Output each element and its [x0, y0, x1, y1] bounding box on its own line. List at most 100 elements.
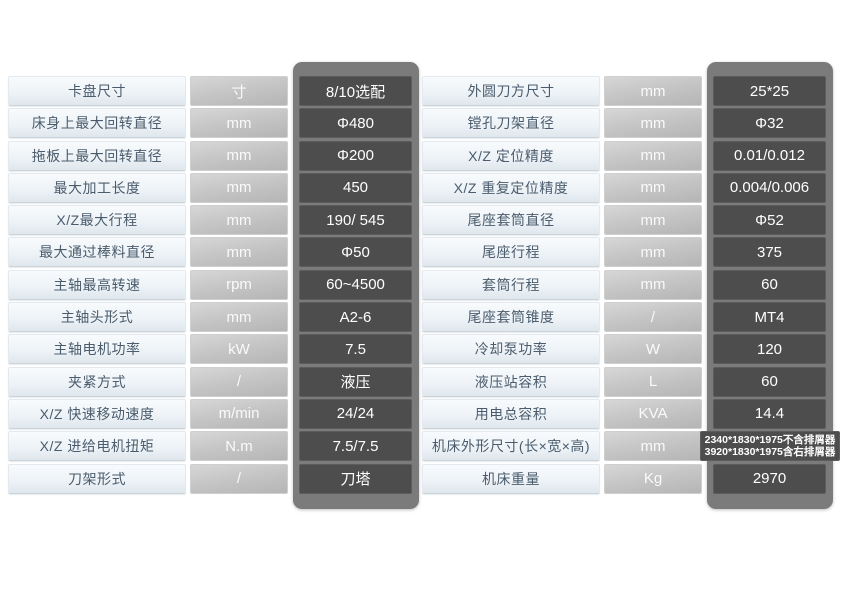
spec-value: 375 [713, 237, 826, 268]
spec-row: 卡盘尺寸寸 8/10选配 [8, 76, 428, 106]
spec-unit: mm [604, 205, 702, 236]
spec-value: Φ32 [713, 108, 826, 139]
spec-unit: kW [190, 334, 288, 365]
spec-value-line: 2340*1830*1975不含排屑器 [704, 433, 836, 446]
spec-row: 机床重量 Kg 2970 [422, 463, 842, 494]
spec-row: 主轴最高转速 rpm 60~4500 [8, 269, 428, 300]
spec-row: 镗孔刀架直径 mm Φ32 [422, 108, 842, 139]
spec-label: 刀架形式 [8, 463, 186, 494]
spec-label: X/Z 重复定位精度 [422, 172, 600, 203]
spec-label: 外圆刀方尺寸 [422, 76, 600, 106]
spec-value: A2-6 [299, 302, 412, 333]
spec-value: 24/24 [299, 398, 412, 429]
spec-unit: L [604, 366, 702, 397]
spec-table-left: 卡盘尺寸寸 8/10选配 床身上最大回转直径 mm Φ480 拖板上最大回转直径 mm Φ20… [8, 76, 428, 496]
spec-value: 0.004/0.006 [713, 172, 826, 203]
spec-row: 尾座行程 mm 375 [422, 237, 842, 268]
spec-unit: 寸 [190, 76, 288, 106]
spec-value: 7.5/7.5 [299, 431, 412, 462]
spec-label: 最大加工长度 [8, 172, 186, 203]
spec-value: 120 [713, 334, 826, 365]
spec-unit: mm [190, 237, 288, 268]
spec-label: 最大通过棒料直径 [8, 237, 186, 268]
spec-label: X/Z 定位精度 [422, 140, 600, 171]
spec-row: 主轴电机功率 kW 7.5 [8, 334, 428, 365]
spec-label: 拖板上最大回转直径 [8, 140, 186, 171]
spec-row: 机床外形尺寸(长×宽×高) mm 2340*1830*1975不含排屑器 3920*1… [422, 431, 842, 462]
spec-value: 450 [299, 172, 412, 203]
spec-unit: mm [190, 140, 288, 171]
spec-value-line: 3920*1830*1975含右排屑器 [704, 446, 836, 459]
spec-unit: / [604, 302, 702, 333]
spec-value: 60 [713, 366, 826, 397]
spec-row: 床身上最大回转直径 mm Φ480 [8, 108, 428, 139]
spec-unit: rpm [190, 269, 288, 300]
spec-label: 冷却泵功率 [422, 334, 600, 365]
spec-unit: mm [604, 431, 702, 462]
spec-unit: mm [604, 108, 702, 139]
spec-label: 液压站容积 [422, 366, 600, 397]
spec-row: 冷却泵功率 W 120 [422, 334, 842, 365]
spec-value: 7.5 [299, 334, 412, 365]
spec-value: 刀塔 [299, 463, 412, 494]
spec-value: 2340*1830*1975不含排屑器 3920*1830*1975含右排屑器 [700, 431, 840, 462]
spec-unit: Kg [604, 463, 702, 494]
spec-label: 卡盘尺寸 [8, 76, 186, 106]
spec-unit: mm [604, 237, 702, 268]
spec-row: 最大通过棒料直径 mm Φ50 [8, 237, 428, 268]
spec-label: 主轴头形式 [8, 302, 186, 333]
spec-label: 尾座行程 [422, 237, 600, 268]
spec-label: 机床外形尺寸(长×宽×高) [422, 431, 600, 462]
spec-label: 主轴最高转速 [8, 269, 186, 300]
spec-row: 拖板上最大回转直径 mm Φ200 [8, 140, 428, 171]
spec-value: Φ200 [299, 140, 412, 171]
spec-unit: / [190, 366, 288, 397]
spec-value: 25*25 [713, 76, 826, 106]
spec-row: 套筒行程 mm 60 [422, 269, 842, 300]
spec-row: 主轴头形式 mm A2-6 [8, 302, 428, 333]
spec-value: 2970 [713, 463, 826, 494]
spec-row: 用电总容积 KVA 14.4 [422, 398, 842, 429]
spec-row: 夹紧方式 / 液压 [8, 366, 428, 397]
spec-row: 外圆刀方尺寸 mm 25*25 [422, 76, 842, 106]
spec-row: X/Z 快速移动速度 m/min 24/24 [8, 398, 428, 429]
spec-unit: mm [604, 76, 702, 106]
spec-value: 14.4 [713, 398, 826, 429]
spec-label: 套筒行程 [422, 269, 600, 300]
spec-label: X/Z 快速移动速度 [8, 398, 186, 429]
spec-row: X/Z 定位精度 mm 0.01/0.012 [422, 140, 842, 171]
spec-value: 液压 [299, 366, 412, 397]
spec-unit: mm [190, 205, 288, 236]
spec-unit: mm [604, 140, 702, 171]
spec-row: 尾座套筒直径 mm Φ52 [422, 205, 842, 236]
spec-unit: m/min [190, 398, 288, 429]
spec-value: Φ52 [713, 205, 826, 236]
spec-label: 尾座套筒锥度 [422, 302, 600, 333]
spec-table-right: 外圆刀方尺寸 mm 25*25 镗孔刀架直径 mm Φ32 X/Z 定位精度 mm 0.01/0… [422, 76, 842, 496]
spec-unit: / [190, 463, 288, 494]
spec-row: 刀架形式 / 刀塔 [8, 463, 428, 494]
spec-value: 0.01/0.012 [713, 140, 826, 171]
spec-label: 镗孔刀架直径 [422, 108, 600, 139]
spec-label: 尾座套筒直径 [422, 205, 600, 236]
spec-row: X/Z 进给电机扭矩 N.m 7.5/7.5 [8, 431, 428, 462]
spec-value: 190/ 545 [299, 205, 412, 236]
spec-row: 液压站容积 L 60 [422, 366, 842, 397]
spec-value: Φ480 [299, 108, 412, 139]
spec-value: 60~4500 [299, 269, 412, 300]
spec-unit: W [604, 334, 702, 365]
spec-unit: mm [190, 302, 288, 333]
spec-unit: N.m [190, 431, 288, 462]
spec-unit: mm [604, 269, 702, 300]
spec-value: Φ50 [299, 237, 412, 268]
spec-unit: mm [604, 172, 702, 203]
spec-label: 夹紧方式 [8, 366, 186, 397]
spec-row: 最大加工长度 mm 450 [8, 172, 428, 203]
spec-row: X/Z最大行程 mm 190/ 545 [8, 205, 428, 236]
spec-label: 主轴电机功率 [8, 334, 186, 365]
spec-value: MT4 [713, 302, 826, 333]
spec-label: X/Z 进给电机扭矩 [8, 431, 186, 462]
spec-label: 机床重量 [422, 463, 600, 494]
spec-row: X/Z 重复定位精度 mm 0.004/0.006 [422, 172, 842, 203]
spec-value: 60 [713, 269, 826, 300]
